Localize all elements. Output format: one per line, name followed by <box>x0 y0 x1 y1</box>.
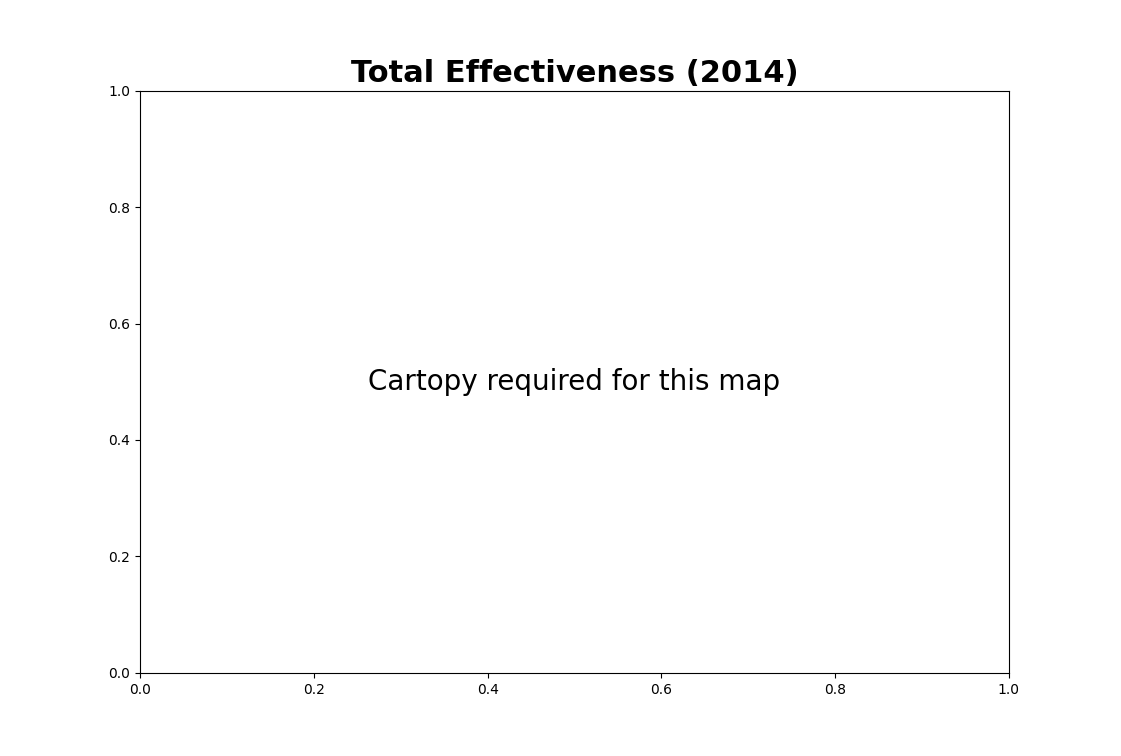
Text: Cartopy required for this map: Cartopy required for this map <box>369 367 780 396</box>
Title: Total Effectiveness (2014): Total Effectiveness (2014) <box>351 60 798 88</box>
